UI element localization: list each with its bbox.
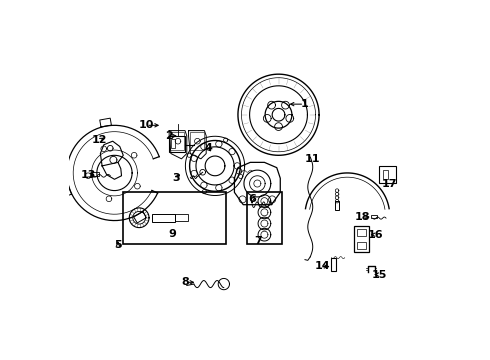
Bar [91, 171, 98, 176]
Text: 11: 11 [304, 154, 320, 164]
Text: 1: 1 [300, 99, 308, 109]
Text: 2: 2 [165, 131, 173, 141]
Bar [152, 213, 175, 222]
Text: 9: 9 [169, 229, 176, 239]
Bar [123, 192, 225, 243]
Text: 5: 5 [114, 240, 122, 250]
Text: 10: 10 [139, 120, 154, 130]
Text: 17: 17 [381, 179, 397, 189]
Bar [172, 139, 175, 148]
Bar [383, 171, 388, 179]
Bar [170, 132, 184, 150]
Bar [354, 226, 369, 252]
Text: 13: 13 [81, 170, 97, 180]
Bar [370, 215, 377, 218]
Bar [357, 242, 367, 249]
Bar [357, 229, 367, 237]
Bar [379, 166, 396, 183]
Bar [190, 132, 204, 150]
Text: 4: 4 [204, 143, 212, 153]
Bar [247, 192, 282, 243]
Bar [335, 201, 339, 210]
Text: 6: 6 [248, 194, 256, 204]
Text: 18: 18 [354, 212, 370, 222]
Text: 16: 16 [368, 230, 383, 240]
Text: 7: 7 [254, 236, 262, 246]
Bar [175, 214, 188, 221]
Bar [331, 258, 336, 271]
Text: 12: 12 [92, 135, 107, 145]
Text: 14: 14 [315, 261, 330, 271]
Text: 15: 15 [371, 270, 387, 280]
Bar [169, 136, 185, 152]
Text: 3: 3 [172, 173, 180, 183]
Text: 8: 8 [181, 277, 189, 287]
